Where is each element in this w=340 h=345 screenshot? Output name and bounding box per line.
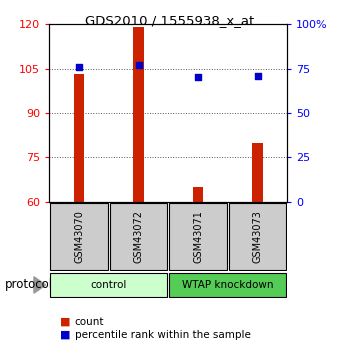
- Bar: [193, 187, 203, 202]
- Point: [195, 75, 201, 80]
- Text: count: count: [75, 317, 104, 326]
- Bar: [50, 203, 107, 270]
- Bar: [50, 273, 167, 297]
- Text: GSM43070: GSM43070: [74, 210, 84, 263]
- Text: protocol: protocol: [5, 278, 53, 292]
- Point: [136, 62, 141, 68]
- Bar: [110, 203, 167, 270]
- Point: [255, 73, 260, 78]
- Text: GSM43073: GSM43073: [253, 210, 262, 263]
- Point: [76, 64, 82, 70]
- Text: ■: ■: [59, 330, 70, 339]
- Bar: [169, 273, 286, 297]
- Text: WTAP knockdown: WTAP knockdown: [182, 280, 274, 290]
- Bar: [169, 203, 226, 270]
- Bar: [229, 203, 286, 270]
- Text: control: control: [91, 280, 127, 290]
- Text: GSM43071: GSM43071: [193, 210, 203, 263]
- Text: GDS2010 / 1555938_x_at: GDS2010 / 1555938_x_at: [85, 14, 255, 28]
- Text: ■: ■: [59, 317, 70, 326]
- Bar: [252, 142, 263, 202]
- Text: GSM43072: GSM43072: [134, 210, 143, 263]
- Bar: [133, 27, 144, 202]
- Polygon shape: [34, 277, 46, 293]
- Bar: [74, 75, 84, 202]
- Text: percentile rank within the sample: percentile rank within the sample: [75, 330, 251, 339]
